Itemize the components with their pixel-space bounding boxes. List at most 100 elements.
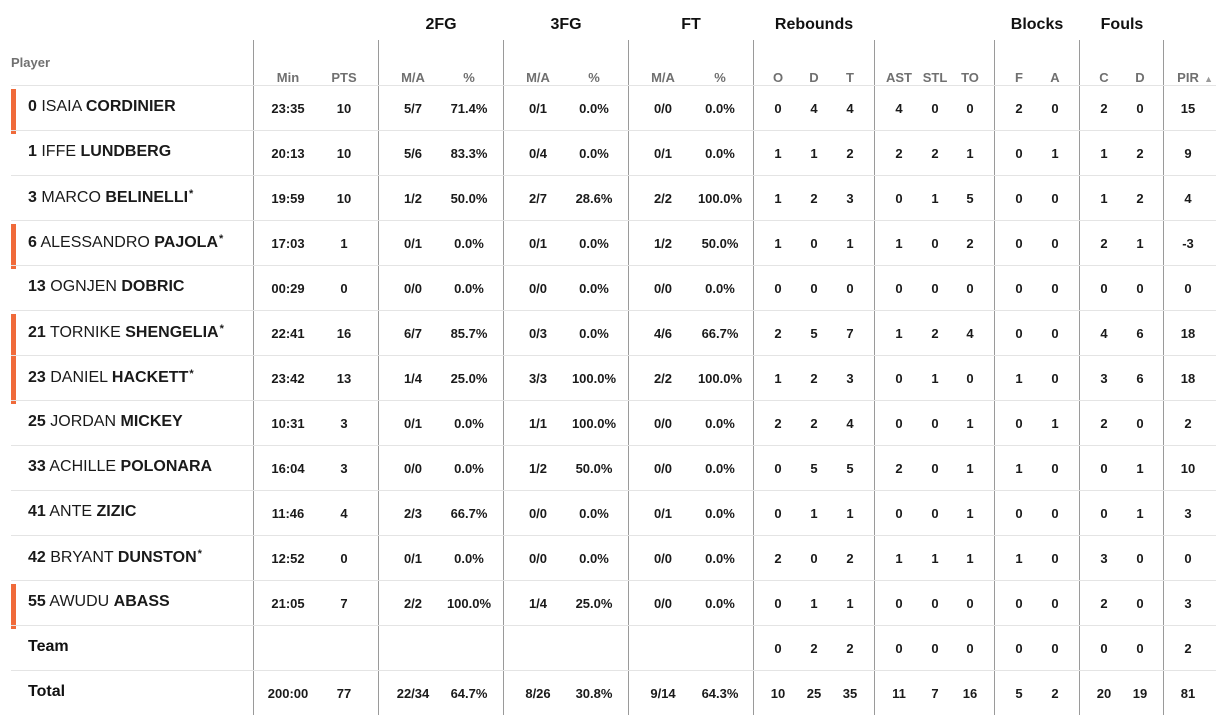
player-name[interactable]: 41 ANTE ZIZIC	[28, 503, 136, 521]
row-divider	[11, 625, 1216, 626]
player-number: 21	[28, 324, 46, 341]
player-number: 3	[28, 189, 37, 206]
col-header-2fg-ma[interactable]: M/A	[401, 70, 425, 85]
stat-min: 23:35	[271, 101, 305, 116]
player-last-name: CORDINIER	[85, 98, 176, 115]
player-first-name: ALESSANDRO	[40, 234, 150, 251]
column-divider	[753, 40, 754, 715]
stat-to: 2	[966, 236, 974, 251]
stat-pir: 4	[1184, 191, 1192, 206]
player-last-name: POLONARA	[120, 458, 213, 475]
stat-blk-f: 2	[1015, 101, 1023, 116]
highlight-marker	[11, 224, 16, 269]
stat-reb-t: 2	[846, 551, 854, 566]
col-header-reb-o[interactable]: O	[772, 70, 784, 85]
stat-to: 1	[966, 461, 974, 476]
stat-2fg-ma: 0/1	[403, 416, 423, 431]
player-row[interactable]: 1 IFFE LUNDBERG 20:13 10 5/6 83.3% 0/4 0.0% 0/1…	[0, 130, 1216, 175]
player-row[interactable]: 42 BRYANT DUNSTON* 12:52 0 0/1 0.0% 0/0 0.0% 0/…	[0, 535, 1216, 580]
player-row[interactable]: 41 ANTE ZIZIC 11:46 4 2/3 66.7% 0/0 0.0% 0/1 0.0…	[0, 490, 1216, 535]
player-number: 0	[28, 98, 37, 115]
stat-reb-o: 10	[770, 686, 786, 701]
player-name[interactable]: 6 ALESSANDRO PAJOLA*	[28, 233, 223, 252]
col-header-blk-a[interactable]: A	[1050, 70, 1060, 85]
player-row[interactable]: 25 JORDAN MICKEY 10:31 3 0/1 0.0% 1/1 100.0% 0/…	[0, 400, 1216, 445]
player-name[interactable]: 23 DANIEL HACKETT*	[28, 368, 194, 387]
stat-stl: 0	[931, 416, 939, 431]
col-header-blk-f[interactable]: F	[1015, 70, 1023, 85]
player-name[interactable]: 55 AWUDU ABASS	[28, 593, 170, 611]
player-row[interactable]: 55 AWUDU ABASS 21:05 7 2/2 100.0% 1/4 25.0% 0/0…	[0, 580, 1216, 629]
stat-ft-ma: 0/1	[653, 146, 673, 161]
stat-min: 20:13	[271, 146, 305, 161]
col-header-reb-t[interactable]: T	[846, 70, 854, 85]
stat-reb-t: 0	[846, 281, 854, 296]
col-header-to[interactable]: TO	[961, 70, 979, 85]
stat-foul-d: 1	[1136, 461, 1144, 476]
player-name[interactable]: 33 ACHILLE POLONARA	[28, 458, 212, 476]
stat-pts: 4	[340, 506, 348, 521]
stat-ft-pct: 0.0%	[705, 416, 735, 431]
player-number: 41	[28, 503, 46, 520]
stat-reb-d: 25	[806, 686, 822, 701]
stat-reb-d: 0	[810, 551, 818, 566]
player-name[interactable]: 0 ISAIA CORDINIER	[28, 98, 176, 116]
stat-min: 22:41	[271, 326, 305, 341]
stat-pir: 3	[1184, 596, 1192, 611]
stat-pir: 18	[1180, 326, 1196, 341]
stat-reb-d: 4	[810, 101, 818, 116]
stat-3fg-pct: 0.0%	[579, 326, 609, 341]
player-first-name: ACHILLE	[49, 458, 117, 475]
stat-pir: -3	[1182, 236, 1194, 251]
col-header-reb-d[interactable]: D	[809, 70, 819, 85]
player-row[interactable]: 21 TORNIKE SHENGELIA* 22:41 16 6/7 85.7% 0/3 0…	[0, 310, 1216, 359]
player-name[interactable]: 13 OGNJEN DOBRIC	[28, 278, 184, 296]
stat-foul-c: 3	[1100, 551, 1108, 566]
player-row[interactable]: 13 OGNJEN DOBRIC 00:29 0 0/0 0.0% 0/0 0.0% 0/0 0…	[0, 265, 1216, 310]
column-divider	[628, 40, 629, 715]
player-name[interactable]: 3 MARCO BELINELLI*	[28, 188, 193, 207]
stat-2fg-pct: 100.0%	[446, 596, 492, 611]
player-row[interactable]: 0 ISAIA CORDINIER 23:35 10 5/7 71.4% 0/1 0.0% 0…	[0, 85, 1216, 134]
col-header-foul-c[interactable]: C	[1099, 70, 1109, 85]
col-header-pir[interactable]: PIR	[1177, 70, 1199, 85]
col-header-min[interactable]: Min	[276, 70, 300, 85]
stat-pts: 3	[340, 416, 348, 431]
stat-ast: 0	[895, 281, 903, 296]
player-row[interactable]: 6 ALESSANDRO PAJOLA* 17:03 1 0/1 0.0% 0/1 0.0%…	[0, 220, 1216, 269]
stat-ft-ma: 0/1	[653, 506, 673, 521]
col-header-stl[interactable]: STL	[922, 70, 948, 85]
col-header-foul-d[interactable]: D	[1135, 70, 1145, 85]
stat-reb-d: 5	[810, 461, 818, 476]
stat-2fg-pct: 64.7%	[450, 686, 488, 701]
col-header-3fg-pct[interactable]: %	[588, 70, 600, 85]
player-name[interactable]: 1 IFFE LUNDBERG	[28, 143, 171, 161]
col-header-2fg-pct[interactable]: %	[463, 70, 475, 85]
stat-reb-t: 1	[846, 236, 854, 251]
stat-ft-ma: 0/0	[653, 281, 673, 296]
stat-ft-ma: 1/2	[653, 236, 673, 251]
stat-3fg-pct: 0.0%	[579, 551, 609, 566]
col-header-3fg-ma[interactable]: M/A	[526, 70, 550, 85]
stat-stl: 0	[931, 641, 939, 656]
stat-blk-f: 0	[1015, 596, 1023, 611]
player-name[interactable]: 21 TORNIKE SHENGELIA*	[28, 323, 224, 342]
player-row[interactable]: 3 MARCO BELINELLI* 19:59 10 1/2 50.0% 2/7 28.6…	[0, 175, 1216, 220]
stat-ft-ma: 2/2	[653, 191, 673, 206]
player-name[interactable]: 25 JORDAN MICKEY	[28, 413, 183, 431]
player-last-name: PAJOLA	[154, 234, 219, 251]
stat-stl: 0	[931, 281, 939, 296]
player-row[interactable]: 23 DANIEL HACKETT* 23:42 13 1/4 25.0% 3/3 100.…	[0, 355, 1216, 404]
col-header-ast[interactable]: AST	[886, 70, 912, 85]
stat-3fg-pct: 28.6%	[575, 191, 613, 206]
player-name[interactable]: 42 BRYANT DUNSTON*	[28, 548, 202, 567]
sort-indicator-icon[interactable]: ▲	[1204, 74, 1213, 84]
col-header-ft-ma[interactable]: M/A	[651, 70, 675, 85]
stat-3fg-pct: 0.0%	[579, 101, 609, 116]
col-header-ft-pct[interactable]: %	[714, 70, 726, 85]
player-row[interactable]: 33 ACHILLE POLONARA 16:04 3 0/0 0.0% 1/2 50.0%…	[0, 445, 1216, 490]
row-divider	[11, 580, 1216, 581]
player-first-name: DANIEL	[50, 369, 108, 386]
col-header-pts[interactable]: PTS	[331, 70, 357, 85]
